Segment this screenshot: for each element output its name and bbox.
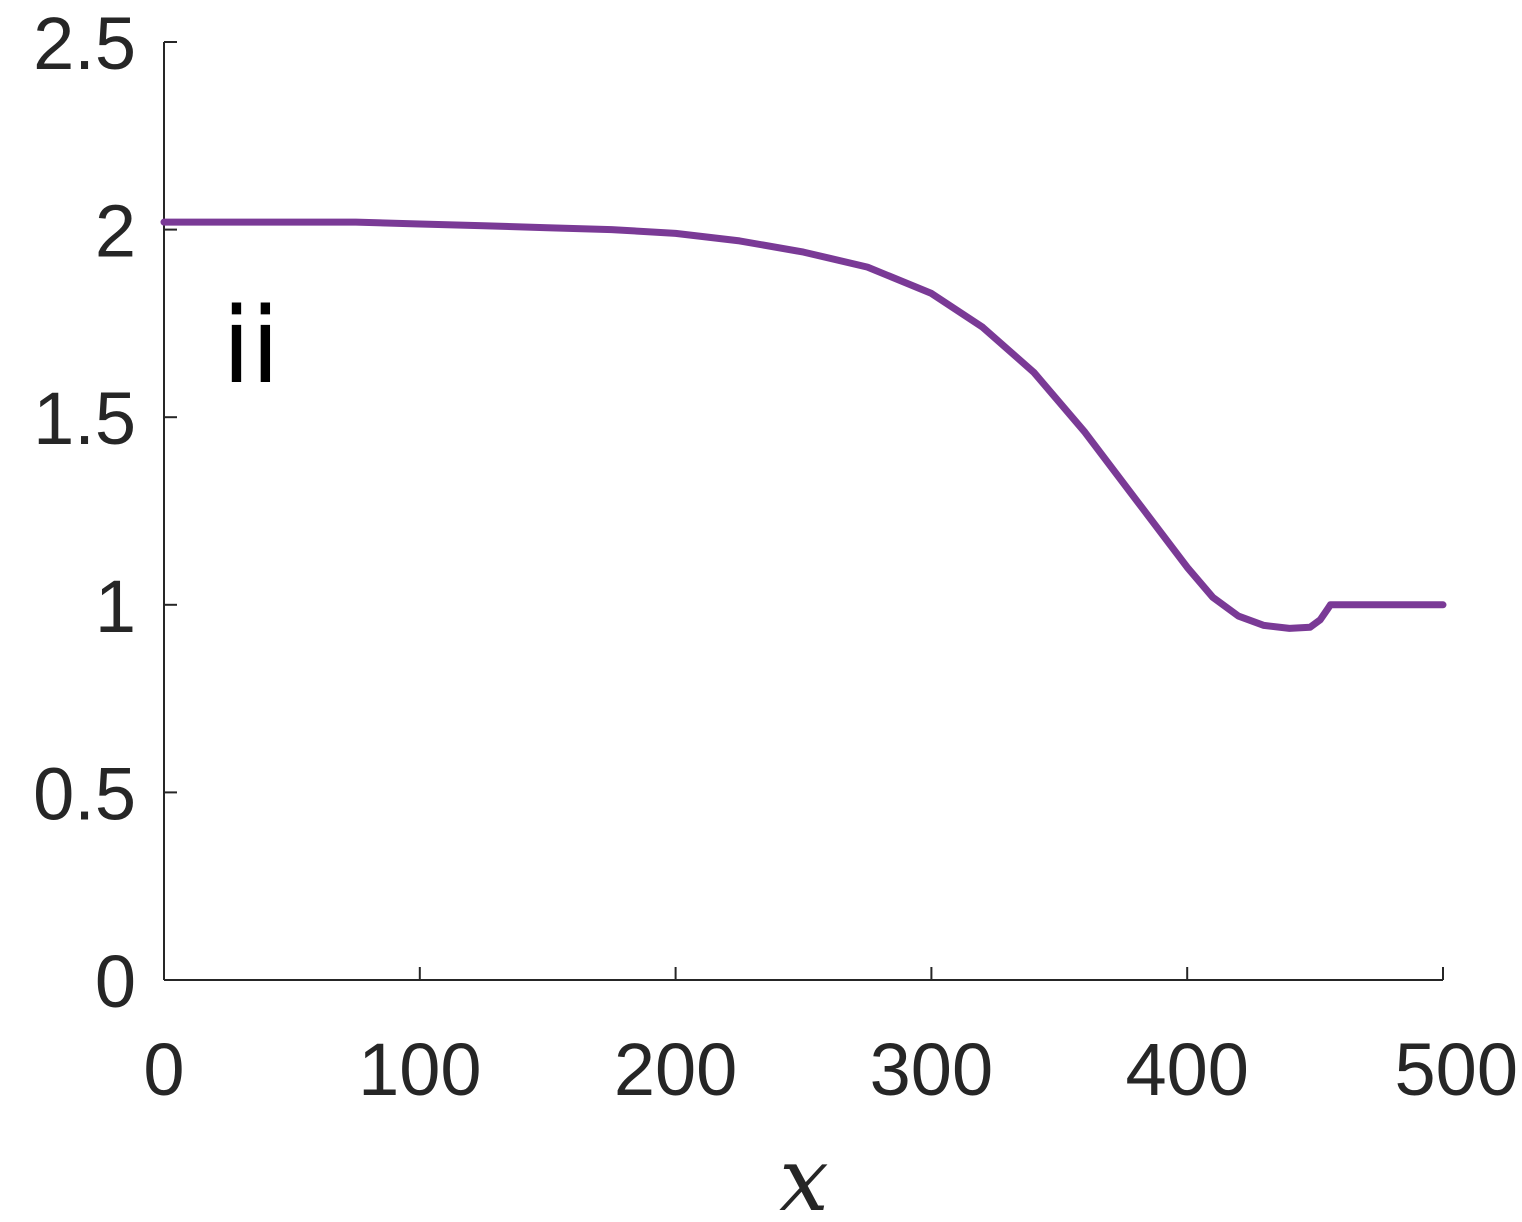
x-tick-label: 400 — [1125, 1028, 1248, 1111]
x-axis-label: x — [779, 1128, 829, 1222]
x-tick-label: 0 — [143, 1028, 184, 1111]
y-tick-label: 0 — [95, 940, 136, 1023]
axes — [163, 42, 1443, 981]
x-tick-label: 100 — [358, 1028, 481, 1111]
x-tick-label: 500 — [1395, 1028, 1518, 1111]
y-tick-label: 2.5 — [33, 2, 136, 85]
y-tick-label: 1 — [95, 565, 136, 648]
y-tick-label: 2 — [95, 190, 136, 273]
y-tick-label: 0.5 — [33, 752, 136, 835]
series-lines — [160, 218, 1447, 632]
x-tick-label: 300 — [870, 1028, 993, 1111]
panel-annotation: ii — [222, 285, 280, 407]
x-tick-label: 200 — [614, 1028, 737, 1111]
y-tick-label: 1.5 — [33, 377, 136, 460]
y-ticks: 0 0.5 1 1.5 2 2.5 — [33, 2, 177, 1023]
series-line — [160, 218, 1447, 632]
x-ticks: 0 100 200 300 400 500 — [143, 967, 1518, 1111]
